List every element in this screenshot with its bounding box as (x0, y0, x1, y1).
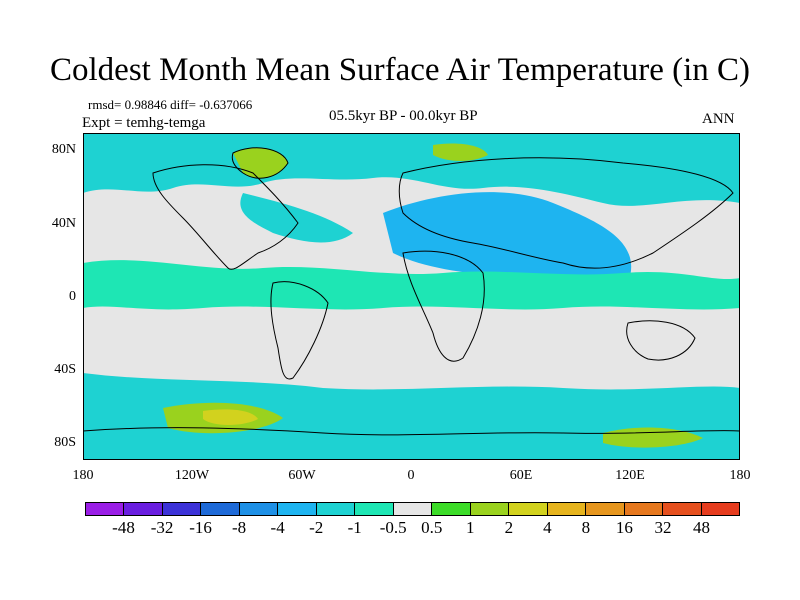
lat-label-40s: 40S (54, 362, 76, 377)
colorbar-box (470, 503, 510, 515)
lon-label-120w: 120W (174, 468, 210, 483)
lon-label-60e: 60E (509, 468, 533, 483)
lon-label-0: 0 (407, 468, 415, 483)
africa-coast (402, 250, 485, 362)
coastlines (83, 147, 740, 436)
colorbar-label: 4 (543, 518, 552, 537)
colorbar-label: -32 (150, 518, 174, 537)
anomaly-regions (83, 133, 740, 460)
colorbar-box (124, 503, 163, 515)
north-atlantic (240, 193, 353, 243)
lat-label-40n: 40N (51, 216, 76, 231)
colorbar-box (586, 503, 625, 515)
map-frame (83, 133, 740, 460)
colorbar-box (701, 503, 739, 515)
colorbar-label: -0.5 (379, 518, 407, 537)
colorbar-label: -48 (112, 518, 135, 537)
chart-title: Coldest Month Mean Surface Air Temperatu… (50, 52, 750, 88)
eurasia-coast (398, 157, 734, 269)
temperature-map (83, 133, 740, 460)
colorbar-box (86, 503, 125, 515)
colorbar-box (201, 503, 240, 515)
lat-label-80n: 80N (51, 142, 76, 157)
colorbar-label: -2 (309, 518, 324, 537)
colorbar-box (663, 503, 702, 515)
lon-label-60w: 60W (288, 468, 316, 483)
colorbar-label: -16 (189, 518, 212, 537)
colorbar-box (355, 503, 394, 515)
lon-label-180e: 180 (729, 468, 751, 483)
lat-label-80s: 80S (54, 435, 76, 450)
colorbar-label: -8 (232, 518, 247, 537)
colorbar-box (432, 503, 471, 515)
colorbar-label: 32 (654, 518, 672, 537)
colorbar-label: 48 (692, 518, 710, 537)
north-america-coast (152, 164, 299, 270)
colorbar-label: 0.5 (421, 518, 443, 537)
experiment-text: Expt = temhg-temga (82, 115, 206, 131)
period-text: 05.5kyr BP - 00.0kyr BP (329, 108, 478, 124)
antarctica-coast (83, 427, 740, 436)
colorbar-box (509, 503, 548, 515)
stats-text: rmsd= 0.98846 diff= -0.637066 (88, 97, 253, 112)
colorbar-box (393, 503, 433, 515)
colorbar-box (239, 503, 279, 515)
season-text: ANN (702, 111, 735, 127)
lon-label-120e: 120E (615, 468, 645, 483)
colorbar-label: 1 (466, 518, 475, 537)
colorbar-label: 2 (504, 518, 514, 537)
lon-label-180w: 180 (72, 468, 94, 483)
south-america-coast (270, 281, 329, 380)
colorbar (85, 502, 740, 516)
colorbar-label: 8 (581, 518, 591, 537)
scandinavia-green (433, 143, 488, 161)
colorbar-box (624, 503, 664, 515)
colorbar-box (547, 503, 587, 515)
colorbar-box (278, 503, 317, 515)
colorbar-label: -4 (270, 518, 285, 537)
colorbar-label: -1 (347, 518, 362, 537)
colorbar-box (316, 503, 356, 515)
south-ocean (83, 373, 740, 460)
australia-coast (626, 320, 696, 361)
colorbar-box (162, 503, 202, 515)
greenland-coast (231, 147, 289, 179)
lat-label-0: 0 (69, 289, 76, 304)
colorbar-label: 16 (615, 518, 633, 537)
antarctic-yellow (203, 409, 258, 425)
